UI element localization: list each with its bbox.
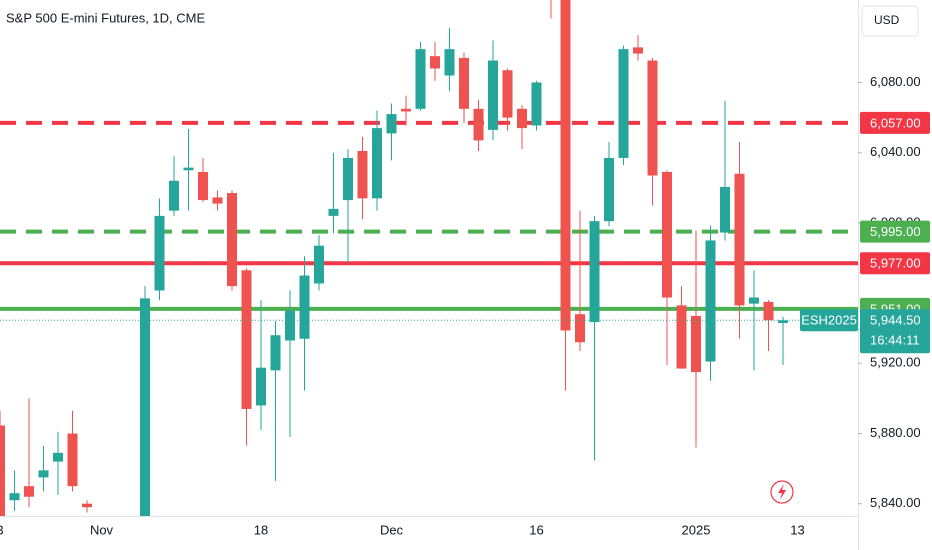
candle-body — [328, 208, 339, 216]
candle-body — [763, 301, 774, 321]
x-tick-label: 16 — [529, 522, 543, 537]
candle-body — [575, 314, 585, 343]
candle-body — [517, 108, 527, 129]
candle-body — [444, 49, 455, 76]
candle-body — [691, 315, 701, 373]
candle-body — [604, 157, 614, 222]
candle-body — [154, 215, 165, 291]
candle-body — [720, 186, 730, 233]
candle-body — [415, 49, 426, 109]
x-tick-label: 2025 — [682, 522, 711, 537]
candle-body — [111, 539, 121, 548]
plot-area — [0, 0, 858, 548]
candle-body — [560, 0, 571, 331]
candle-body — [502, 70, 513, 118]
candle-body — [531, 82, 542, 126]
level-label-box — [860, 111, 930, 134]
candle-body — [285, 310, 295, 341]
candle-body — [343, 157, 353, 201]
x-tick-label: Dec — [380, 522, 404, 537]
candle-body — [314, 245, 324, 284]
candle-body — [198, 172, 208, 201]
candle-body — [82, 503, 92, 508]
candle-body — [386, 114, 397, 134]
level-label-box — [860, 220, 930, 243]
candle-body — [0, 425, 5, 516]
candle-body — [705, 240, 716, 362]
candle-body — [241, 270, 252, 409]
candle-body — [169, 180, 179, 211]
candle-body — [183, 167, 194, 171]
y-tick-label: 5,920.00 — [870, 355, 921, 370]
x-tick-label: Nov — [90, 522, 114, 537]
level-label: 5,995.00 — [870, 224, 921, 239]
countdown-label: 16:44:11 — [870, 333, 920, 348]
currency-label[interactable]: USD — [874, 13, 900, 27]
candle-body — [488, 60, 498, 130]
chart-title: S&P 500 E-mini Futures, 1D, CME — [6, 10, 205, 25]
symbol-box — [800, 309, 858, 332]
x-tick-label: 18 — [254, 522, 268, 537]
candle-body — [9, 493, 20, 501]
currency-button[interactable] — [861, 5, 919, 37]
title-bg — [0, 6, 212, 32]
level-label-box — [860, 252, 930, 275]
candle-body — [618, 49, 629, 158]
y-tick-label: 5,880.00 — [870, 425, 921, 440]
candle-body — [357, 150, 368, 199]
candle-body — [633, 47, 643, 54]
candle-body — [372, 128, 382, 199]
last-price-label: 5,944.50 — [870, 313, 921, 328]
price-axis: 5,840.005,880.005,920.006,000.006,040.00… — [858, 74, 930, 510]
y-tick-label: 6,080.00 — [870, 74, 921, 89]
y-tick-label: 5,840.00 — [870, 495, 921, 510]
candle-body — [299, 275, 310, 339]
last-price-box — [860, 309, 930, 354]
candle-body — [589, 221, 600, 323]
candle-body — [53, 452, 63, 462]
candle-body — [401, 108, 411, 112]
candle-body — [734, 173, 745, 306]
candle-body — [459, 57, 469, 109]
symbol-label: ESH2025 — [801, 313, 857, 328]
level-label: 5,977.00 — [870, 256, 921, 271]
candle-body — [227, 193, 237, 287]
candle-body — [662, 172, 672, 298]
x-tick-label: 13 — [790, 522, 804, 537]
candle-body — [38, 470, 49, 478]
candle-body — [749, 297, 759, 304]
candle-body — [67, 433, 78, 487]
x-tick-label: 3 — [0, 522, 4, 537]
y-tick-label: 6,040.00 — [870, 144, 921, 159]
candle-body — [140, 298, 150, 516]
candle-body — [24, 486, 34, 497]
candle-body — [212, 197, 223, 204]
candle-body — [647, 60, 658, 176]
candle-body — [473, 108, 484, 141]
candle-body — [256, 367, 266, 406]
candle-body — [676, 305, 687, 369]
candle-body — [430, 56, 440, 69]
level-label: 6,057.00 — [870, 115, 921, 130]
candle-body — [778, 320, 788, 323]
candle-body — [126, 535, 136, 547]
candle-body — [270, 335, 281, 371]
lightning-icon[interactable] — [770, 480, 794, 504]
